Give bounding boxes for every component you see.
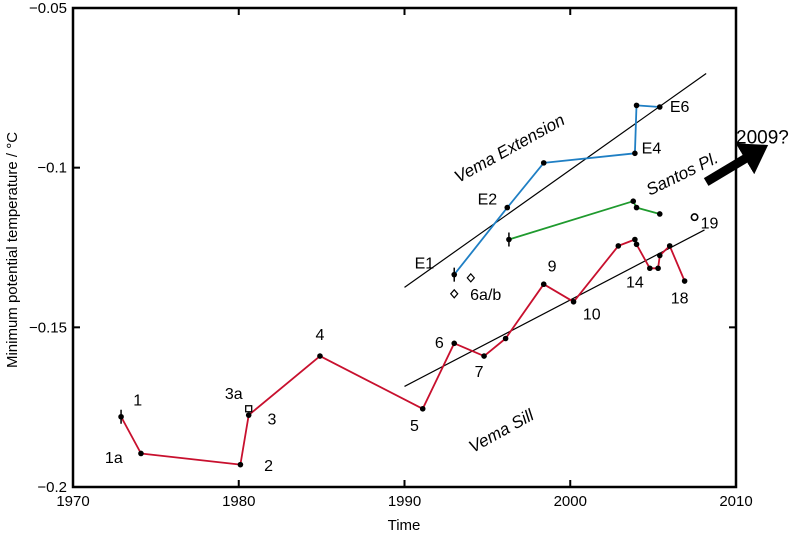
data-point [138, 450, 144, 457]
point-label: E6 [670, 99, 690, 116]
data-point [656, 252, 663, 259]
data-point [502, 335, 509, 342]
y-axis-title: Minimum potential temperature / °C [4, 132, 21, 368]
x-axis-title: Time [388, 517, 421, 533]
point-label: 14 [626, 274, 644, 291]
point-label: E4 [642, 140, 662, 157]
point-label: 4 [316, 327, 325, 344]
point-label: E2 [478, 191, 498, 208]
data-point [419, 405, 426, 412]
x-tick-label: 1980 [222, 493, 255, 510]
data-point [630, 198, 637, 204]
trend-line [404, 72, 707, 288]
open-diamond-marker [449, 288, 459, 299]
y-tick-label: −0.15 [29, 319, 67, 336]
open-square-marker [245, 405, 253, 413]
point-label: 10 [583, 306, 601, 323]
region-label-vema-extension: Vema Extension [451, 110, 568, 186]
series-line-vema-extension [453, 104, 660, 276]
data-point [632, 236, 638, 243]
point-label: 6 [435, 335, 444, 352]
data-point [481, 353, 487, 359]
x-tick-label: 2010 [719, 493, 752, 510]
data-point [656, 104, 663, 110]
data-point [540, 281, 547, 288]
point-label: 6a/b [470, 287, 501, 304]
data-point [451, 340, 458, 347]
data-point [666, 243, 673, 249]
data-point [317, 353, 323, 359]
callout-label: 2009? [736, 128, 789, 149]
point-label: 3a [225, 386, 243, 403]
point-label: 18 [671, 290, 689, 307]
data-point [632, 150, 638, 157]
open-circle-marker [690, 213, 699, 222]
plot-frame [71, 6, 738, 489]
data-point [245, 412, 252, 418]
point-label: 9 [548, 258, 557, 275]
y-tick-label: −0.1 [37, 160, 67, 177]
data-point [633, 241, 640, 248]
point-label: 3 [267, 412, 276, 429]
x-tick-label: 1990 [388, 493, 421, 510]
data-point [633, 204, 640, 211]
open-diamond-marker [466, 272, 476, 283]
trend-arrow [703, 143, 769, 186]
series-line-santos-plateau [508, 200, 661, 241]
series-line-vema-sill [120, 238, 686, 466]
data-point [633, 102, 640, 109]
data-point [615, 243, 622, 249]
data-point [570, 298, 577, 305]
data-point [656, 211, 663, 217]
data-point [540, 160, 547, 166]
data-point [655, 265, 661, 272]
point-label: 2 [264, 458, 273, 475]
point-label: 19 [701, 215, 719, 232]
data-point [504, 204, 511, 211]
trend-line [404, 229, 705, 387]
y-tick-label: −0.2 [37, 479, 67, 496]
data-point [237, 461, 244, 468]
region-label-vema-sill: Vema Sill [466, 405, 539, 457]
y-tick-label: −0.05 [29, 0, 67, 17]
point-label: 7 [475, 364, 484, 381]
data-point [647, 265, 653, 272]
x-tick-label: 1970 [56, 493, 89, 510]
point-label: E1 [415, 255, 435, 272]
point-label: 1 [133, 393, 142, 410]
x-tick-label: 2000 [554, 493, 587, 510]
point-label: 5 [410, 418, 419, 435]
data-point [681, 278, 688, 284]
point-label: 1a [105, 450, 123, 467]
